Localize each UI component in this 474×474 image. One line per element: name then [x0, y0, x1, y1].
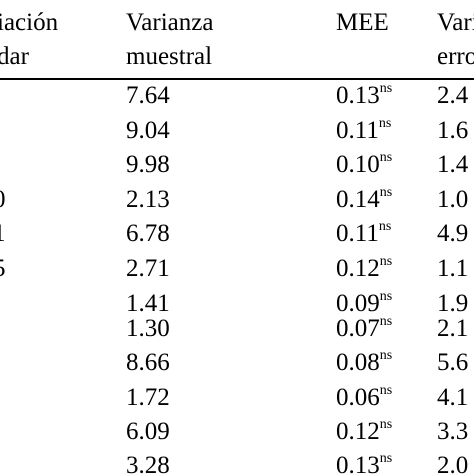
header-rule: [0, 78, 474, 80]
table-cell-mee-superscript: ns: [378, 219, 392, 234]
table-cell-varianza: 9.98: [126, 151, 170, 178]
table-cell-varianza: 6.78: [126, 220, 170, 247]
table-cell-mee: 0.14ns: [336, 185, 393, 213]
table-cell-mee-value: 0.13: [336, 82, 380, 109]
table-cell-mee-superscript: ns: [379, 81, 393, 96]
table-cell-mee-value: 0.07: [336, 315, 380, 342]
table-cell-mee-value: 0.12: [336, 418, 380, 445]
table-cell-mee-value: 0.13: [336, 452, 380, 474]
table-cell-mee-superscript: ns: [379, 254, 393, 269]
table-cell-mee-value: 0.11: [336, 220, 379, 247]
table-cell-varianza: 8.66: [126, 349, 170, 376]
table-cell-mee: 0.07ns: [336, 314, 393, 342]
table-cell-col4: 5.6: [437, 349, 469, 376]
table-cell-varianza: 9.04: [126, 117, 170, 144]
table-cell-varianza: 2.13: [126, 186, 170, 213]
table-cell-mee-value: 0.12: [336, 255, 380, 282]
col4-header-line-1: Vari: [437, 9, 474, 36]
table-cell-stub: 1: [0, 221, 6, 246]
table-cell-col4: 3.3: [437, 418, 469, 445]
table-cell-mee-superscript: ns: [379, 314, 393, 329]
table-cell-mee-superscript: ns: [379, 289, 393, 304]
table-cell-col4: 4.9: [437, 220, 469, 247]
table-cell-col4: 1.9: [437, 290, 469, 317]
table-cell-mee: 0.13ns: [336, 81, 393, 109]
table-cell-mee: 0.13ns: [336, 451, 393, 474]
table-cell-varianza: 7.64: [126, 82, 170, 109]
table-cell-mee: 0.09ns: [336, 289, 393, 317]
table-cell-mee-superscript: ns: [378, 116, 392, 131]
table-cell-mee-superscript: ns: [379, 348, 393, 363]
table-cell-varianza: 1.72: [126, 384, 170, 411]
table-cell-mee: 0.10ns: [336, 150, 393, 178]
table-cell-mee: 0.08ns: [336, 348, 393, 376]
table-cell-mee: 0.12ns: [336, 417, 393, 445]
varianza-header-line-1: Varianza: [126, 9, 214, 36]
table-cell-mee-value: 0.10: [336, 151, 380, 178]
table-cell-mee-value: 0.06: [336, 384, 380, 411]
table-cell-mee-value: 0.08: [336, 349, 380, 376]
table-cell-mee-value: 0.09: [336, 290, 380, 317]
table-cell-mee-superscript: ns: [379, 150, 393, 165]
table-cell-col4: 2.1: [437, 315, 469, 342]
table-cell-col4: 2.4: [437, 82, 469, 109]
table-cell-varianza: 1.41: [126, 290, 170, 317]
stub-header-line-1: iación: [0, 9, 59, 36]
table-cell-mee: 0.12ns: [336, 254, 393, 282]
table-cell-mee: 0.11ns: [336, 116, 392, 144]
table-cell-mee-superscript: ns: [379, 383, 393, 398]
table-cell-col4: 1.1: [437, 255, 469, 282]
col4-header-line-2: erro: [437, 43, 474, 70]
table-cell-mee: 0.11ns: [336, 219, 392, 247]
table-cell-mee-superscript: ns: [379, 417, 393, 432]
table-cell-col4: 2.0: [437, 452, 469, 474]
table-cell-stub: 5: [0, 256, 6, 281]
varianza-header-line-2: muestral: [126, 43, 213, 70]
table-cell-mee: 0.06ns: [336, 383, 393, 411]
table-cell-mee-value: 0.11: [336, 117, 379, 144]
table-cell-mee-superscript: ns: [379, 451, 393, 466]
stub-header-line-2: dar: [0, 43, 29, 70]
table-cell-mee-value: 0.14: [336, 186, 380, 213]
table-cell-col4: 4.1: [437, 384, 469, 411]
mee-header: MEE: [336, 9, 389, 36]
table-cell-stub: 0: [0, 187, 6, 212]
table-cell-varianza: 3.28: [126, 452, 170, 474]
table-cell-col4: 1.6: [437, 117, 469, 144]
table-cell-varianza: 1.30: [126, 315, 170, 342]
table-cell-varianza: 6.09: [126, 418, 170, 445]
table-cell-col4: 1.4: [437, 151, 469, 178]
table-cell-col4: 1.0: [437, 186, 469, 213]
table-cell-mee-superscript: ns: [379, 185, 393, 200]
table-cell-varianza: 2.71: [126, 255, 170, 282]
